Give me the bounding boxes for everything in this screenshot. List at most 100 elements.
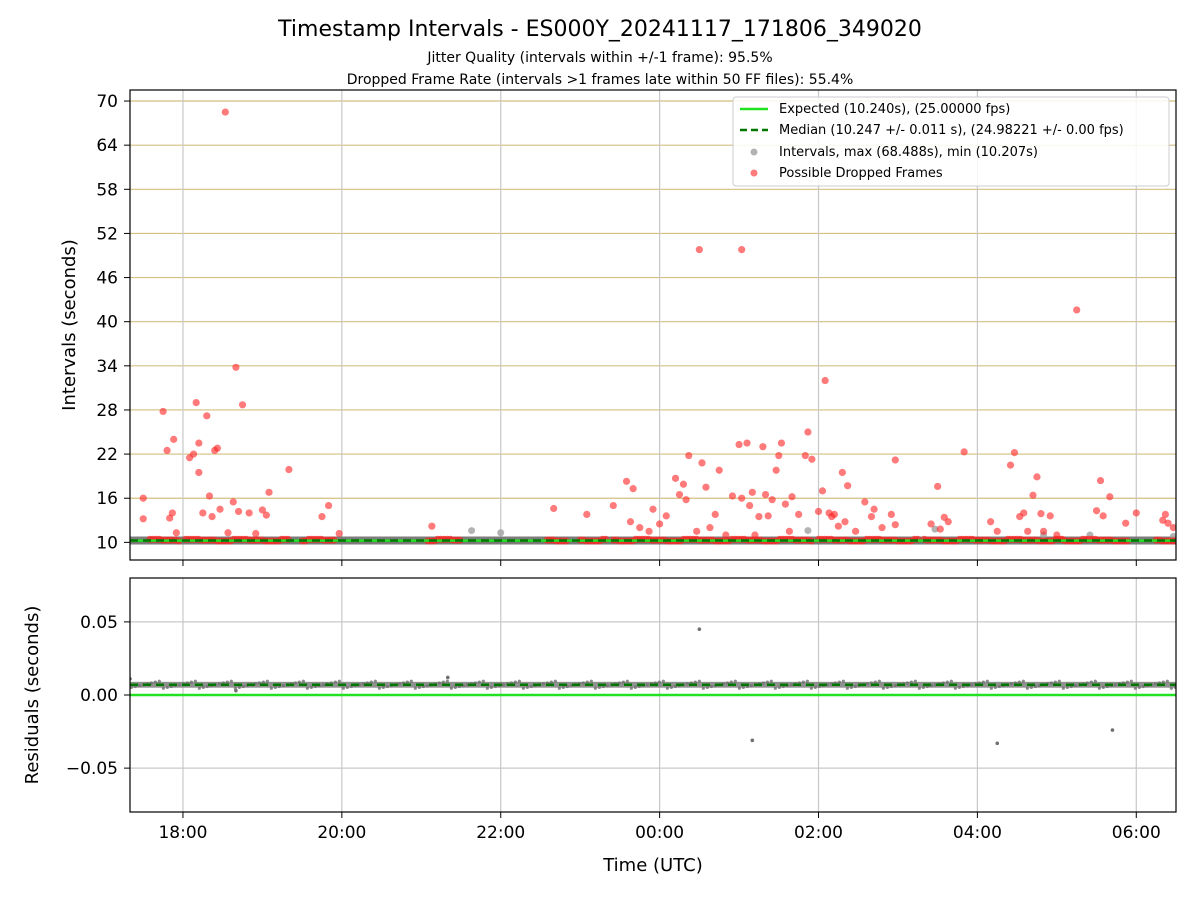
residual-point [1169,686,1173,690]
residual-point [845,686,849,690]
residual-point [585,680,589,684]
intervals-grid [130,90,1176,560]
dropped-frame-point [891,521,899,529]
residual-point [521,686,525,690]
dropped-frame-point [258,506,267,514]
residual-point [853,684,857,689]
legend-median-label: Median (10.247 +/- 0.011 s), (24.98221 +… [779,123,1124,138]
dropped-frame-point [1024,527,1032,535]
dropped-frame-point [764,512,772,520]
interval-point [497,529,505,537]
dropped-frame-point [1169,524,1176,532]
legend-intervals-swatch [750,148,758,156]
dropped-frame-point [1029,491,1037,499]
residual-point [905,681,909,685]
dropped-frame-point [1073,306,1081,314]
residual-point [881,686,885,690]
dropped-frame-point [208,513,216,521]
dropped-frame-point [748,488,756,496]
dropped-frame-point [1006,461,1015,469]
intervals-y-tick-label: 16 [96,489,118,509]
residual-point [749,684,753,688]
legend-box [732,96,1170,187]
residual-point [621,680,625,684]
dropped-frame-point [960,448,968,456]
dropped-frame-point [761,490,770,499]
residual-point [729,680,733,684]
residual-point [377,686,381,690]
residual-point [501,683,505,687]
x-tick-label: 06:00 [1112,823,1161,843]
residual-point [813,685,817,689]
dropped-frame-point [1010,449,1019,457]
intervals-axes: 10 16 22 28 34 40 46 52 58 64 70 Intervals (second… [59,89,1200,566]
dropped-frame-point [1185,536,1192,543]
residual-point [301,679,305,683]
residual-point [589,679,593,683]
residual-point [1093,679,1097,683]
residuals-y-tick-label: 0.00 [80,686,118,706]
residual-outlier-point [1110,728,1115,732]
residual-point [281,684,285,688]
dropped-frame-point [662,512,670,520]
residual-point [1065,685,1069,689]
residual-point [445,679,449,683]
dropped-frame-point [702,483,710,491]
residual-point [449,686,453,690]
intervals-y-tick-label: 46 [96,269,118,289]
dropped-frame-point [818,487,827,495]
residual-point [597,685,601,689]
residual-point [1053,680,1057,684]
residual-point [633,685,637,689]
dropped-frame-point [1132,509,1140,517]
residual-point [405,680,409,684]
dropped-frame-point [772,466,780,474]
dropped-frame-rate-subtitle: Dropped Frame Rate (intervals >1 frames … [347,72,854,88]
residual-point [1025,686,1029,690]
dropped-frame-point [1194,537,1200,544]
dropped-frame-point [944,518,952,526]
dropped-frame-point [645,527,653,535]
dropped-frame-point [715,466,723,474]
residual-point [137,684,141,688]
residual-point [629,686,633,690]
intervals-marks [130,108,1200,545]
dropped-frame-point [636,524,644,532]
jitter-quality-subtitle: Jitter Quality (intervals within +/-1 fr… [426,50,772,66]
residuals-y-ticks: 0.05 0.00 −0.05 [66,613,130,779]
dropped-frame-point [163,446,171,455]
dropped-frame-point [841,518,849,526]
dropped-frame-point [335,529,343,538]
residual-point [437,681,441,685]
dropped-frame-point [722,531,730,539]
dropped-frame-point [891,456,899,464]
dropped-frame-point [550,504,558,513]
dropped-frame-point [814,507,823,516]
residual-point [705,685,709,689]
dropped-frame-point [1181,536,1188,543]
residual-point [321,683,325,687]
dropped-frame-point [987,518,995,526]
dropped-frame-point [1092,507,1101,515]
residual-point [837,680,841,684]
residual-point [625,679,629,683]
residual-point [517,679,521,683]
x-tick-label: 00:00 [635,823,684,843]
residual-point [541,682,545,686]
dropped-frame-point [821,376,829,385]
x-tick-label: 22:00 [476,823,525,843]
residual-outlier-point [750,738,755,743]
residual-point [241,684,245,689]
intervals-y-tick-label: 40 [96,313,118,333]
residual-point [1113,683,1117,687]
residual-point [997,684,1001,689]
intervals-y-tick-label: 28 [96,401,118,421]
dropped-frame-point [1159,516,1167,524]
residual-point [1009,682,1013,686]
residual-point [525,685,529,689]
residual-point [893,684,897,688]
residual-point [477,680,481,684]
residual-point [661,679,665,683]
dropped-frame-point [245,509,253,517]
